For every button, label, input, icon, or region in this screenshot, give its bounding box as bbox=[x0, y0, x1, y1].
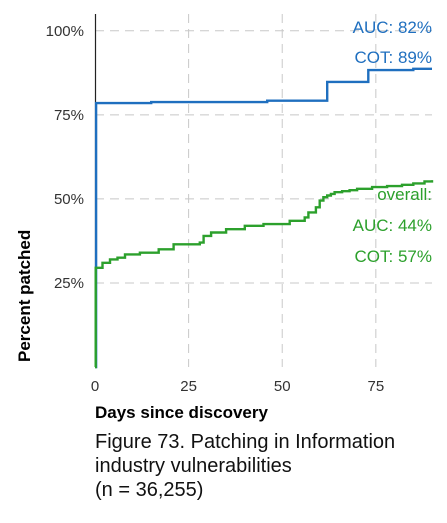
x-tick-label: 0 bbox=[91, 378, 99, 395]
series-layer bbox=[94, 67, 434, 369]
x-tick-label: 25 bbox=[180, 378, 197, 395]
patching-chart: 25% 50% 75% 100% 0 25 50 75 Days since discover… bbox=[15, 14, 434, 422]
y-tick-label: 100% bbox=[46, 23, 84, 40]
y-tick-label: 75% bbox=[54, 107, 84, 124]
y-tick-label: 50% bbox=[54, 191, 84, 208]
y-tick-label: 25% bbox=[54, 275, 84, 292]
tick-labels: 25% 50% 75% 100% 0 25 50 75 bbox=[46, 23, 385, 395]
green-overall-annotation: overall: bbox=[377, 185, 432, 204]
caption-line-1: Figure 73. Patching in Information bbox=[95, 431, 396, 453]
green-cot-annotation: COT: 57% bbox=[355, 247, 432, 266]
caption-line-3: (n = 36,255) bbox=[95, 479, 204, 501]
y-axis-title: Percent patched bbox=[15, 230, 34, 362]
green-series-line bbox=[94, 180, 434, 369]
green-auc-annotation: AUC: 44% bbox=[353, 216, 432, 235]
x-tick-label: 75 bbox=[367, 378, 384, 395]
blue-cot-annotation: COT: 89% bbox=[355, 48, 432, 67]
blue-series-line bbox=[94, 67, 432, 369]
caption-line-2: industry vulnerabilities bbox=[95, 455, 292, 477]
x-axis-title: Days since discovery bbox=[95, 403, 268, 422]
figure-caption: Figure 73. Patching in Information indus… bbox=[95, 430, 440, 502]
grid-lines bbox=[95, 14, 432, 367]
blue-auc-annotation: AUC: 82% bbox=[353, 18, 432, 37]
x-tick-label: 50 bbox=[274, 378, 291, 395]
